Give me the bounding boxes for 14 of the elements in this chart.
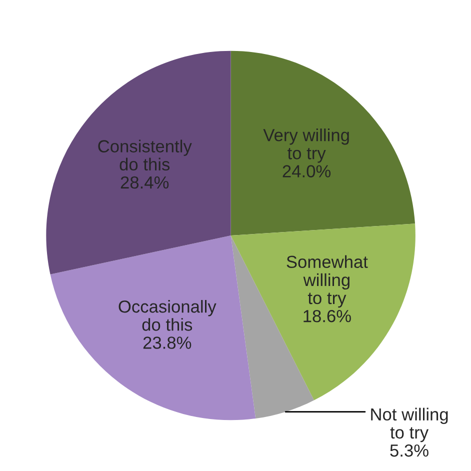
slice-label: Very willing to try (263, 128, 349, 163)
data-label: 28.4% (120, 176, 169, 189)
slice-label: Somewhat willing to try (286, 255, 368, 308)
slice-label: Not willing to try (371, 408, 448, 442)
data-label: 23.8% (143, 336, 192, 349)
data-label: 24.0% (282, 165, 331, 178)
slice-label: Consistently do this (98, 140, 192, 171)
data-label: 18.6% (304, 310, 351, 322)
pie-slice (230, 224, 416, 400)
pie-slice (50, 236, 256, 420)
slice-label: Occasionally do this (118, 300, 216, 331)
data-label: 5.3% (390, 444, 428, 457)
pie-slice (46, 50, 231, 274)
pie-slice (230, 50, 416, 236)
